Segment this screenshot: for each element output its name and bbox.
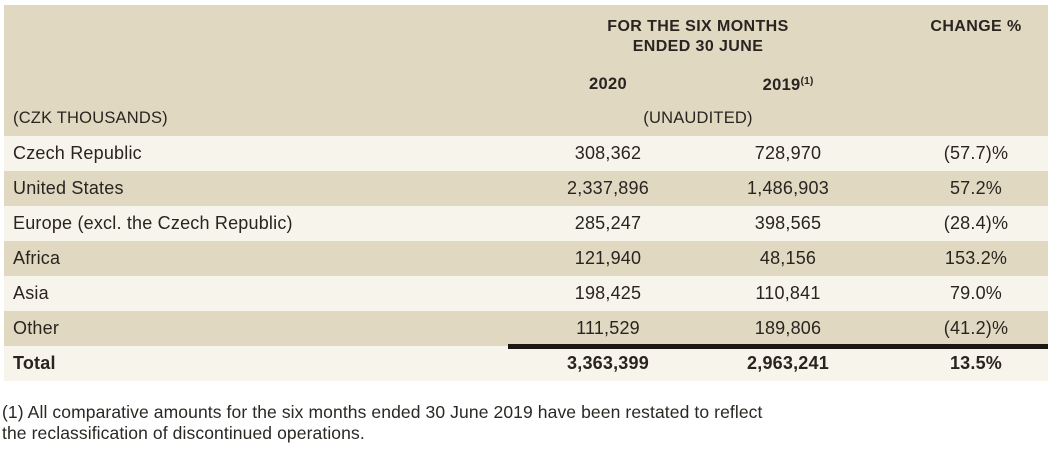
units-label: (CZK THOUSANDS) [13, 109, 168, 127]
value-2020: 121,940 [574, 248, 642, 268]
change-value: (41.2)% [943, 318, 1009, 338]
value-2019: 48,156 [759, 248, 817, 268]
value-2020: 198,425 [574, 283, 642, 303]
period-header: FOR THE SIX MONTHS ENDED 30 JUNE [607, 18, 789, 55]
table-row: Africa 121,940 48,156 153.2% [4, 241, 1048, 276]
row-label: Total [13, 353, 56, 373]
row-label: Europe (excl. the Czech Republic) [13, 213, 293, 233]
value-2020: 111,529 [576, 318, 640, 338]
total-separator-line [508, 344, 1048, 349]
table-row: Asia 198,425 110,841 79.0% [4, 276, 1048, 311]
year-2019-header: 2019(1) [698, 75, 878, 95]
row-label: Czech Republic [13, 143, 142, 163]
year-2020-header: 2020 [589, 75, 627, 93]
change-value: 153.2% [944, 248, 1008, 268]
change-value: 79.0% [949, 283, 1003, 303]
table-row: Czech Republic 308,362 728,970 (57.7)% [4, 136, 1048, 171]
value-2019: 2,963,241 [747, 353, 829, 373]
change-percent-header: CHANGE % [930, 18, 1022, 35]
value-2019: 110,841 [755, 283, 821, 303]
row-label: United States [13, 178, 124, 198]
table-row: Europe (excl. the Czech Republic) 285,24… [4, 206, 1048, 241]
value-2020: 2,337,896 [567, 178, 649, 198]
change-value: (57.7)% [943, 143, 1009, 163]
table-row: United States 2,337,896 1,486,903 57.2% [4, 171, 1048, 206]
value-2020: 308,362 [574, 143, 642, 163]
change-value: 13.5% [949, 353, 1003, 373]
row-label: Other [13, 318, 60, 338]
total-row: Total 3,363,399 2,963,241 13.5% [4, 346, 1048, 381]
change-value: (28.4)% [943, 213, 1009, 233]
table-row: Other 111,529 189,806 (41.2)% [4, 311, 1048, 346]
value-2019: 398,565 [754, 213, 822, 233]
revenue-by-region-table: FOR THE SIX MONTHS ENDED 30 JUNE CHANGE … [4, 5, 1048, 381]
unaudited-label: (UNAUDITED) [643, 109, 753, 127]
table-body: Czech Republic 308,362 728,970 (57.7)% U… [4, 136, 1048, 381]
value-2019: 1,486,903 [747, 178, 829, 198]
change-value: 57.2% [949, 178, 1003, 198]
value-2020: 3,363,399 [567, 353, 649, 373]
row-label: Africa [13, 248, 61, 268]
value-2020: 285,247 [574, 213, 642, 233]
footnote-text: (1) All comparative amounts for the six … [2, 402, 763, 443]
value-2019: 728,970 [754, 143, 822, 163]
value-2019: 189,806 [754, 318, 822, 338]
table-header: FOR THE SIX MONTHS ENDED 30 JUNE CHANGE … [4, 5, 1048, 136]
row-label: Asia [13, 283, 49, 303]
year-2019-label: 2019 [762, 76, 801, 94]
footnote-marker: (1) [800, 75, 814, 87]
